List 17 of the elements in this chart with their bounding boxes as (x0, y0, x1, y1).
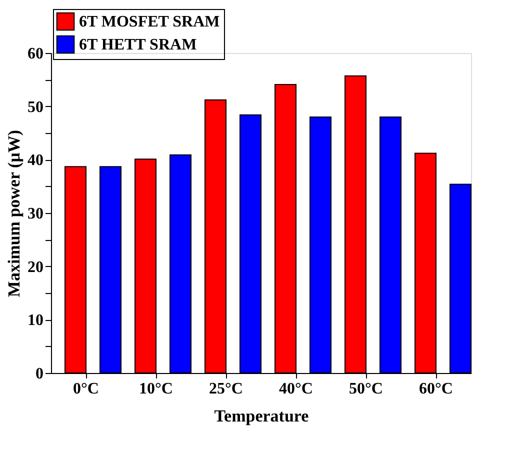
y-tick-label: 20 (28, 258, 44, 276)
x-tick-label: 10°C (139, 380, 173, 398)
y-tick-label: 40 (28, 152, 44, 170)
legend-label: 6T HETT SRAM (79, 36, 197, 54)
x-tick-label: 50°C (349, 380, 383, 398)
y-tick-label: 50 (28, 98, 44, 116)
x-axis-title: Temperature (214, 406, 310, 426)
y-tick-label: 60 (28, 46, 44, 62)
legend-label: 6T MOSFET SRAM (79, 14, 220, 30)
y-axis-title: Maximum power (µW) (4, 130, 24, 298)
x-tick-label: 0°C (73, 380, 99, 398)
x-tick-label: 60°C (419, 380, 453, 398)
y-tick-label: 30 (28, 206, 44, 222)
y-tick-label: 10 (28, 312, 44, 330)
x-tick-label: 25°C (209, 380, 243, 398)
y-tick-label: 0 (36, 366, 44, 382)
x-tick-label: 40°C (279, 380, 313, 398)
